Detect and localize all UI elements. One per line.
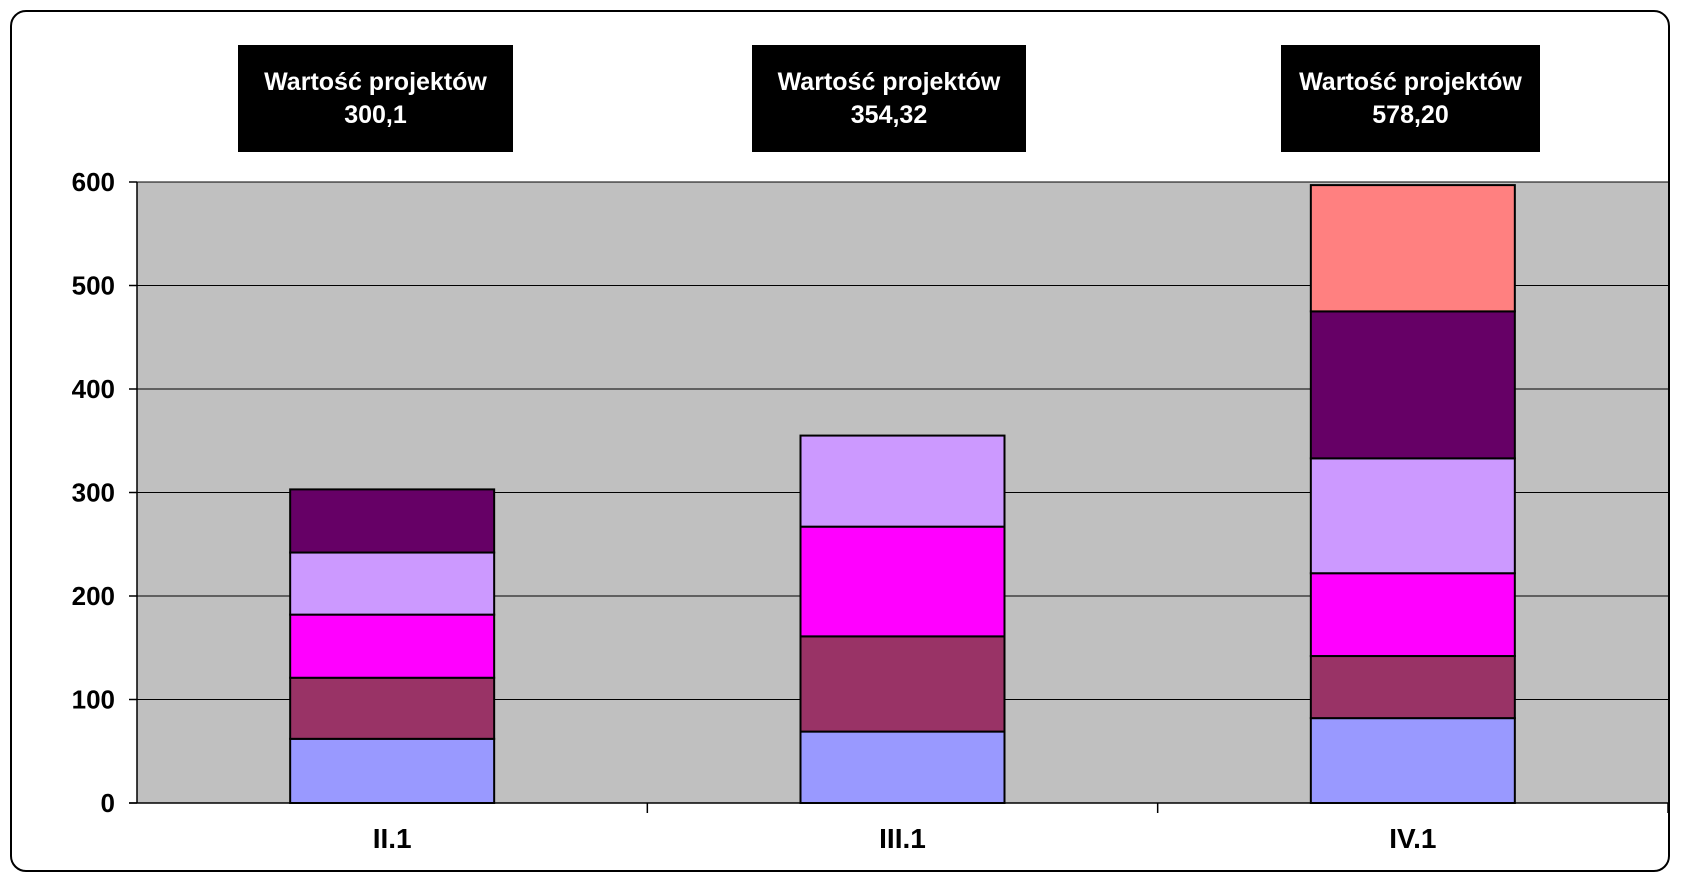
y-tick-label: 300 (72, 478, 115, 508)
bar-segment-iv-1-s3 (1309, 572, 1516, 658)
annotation-label: Wartość projektów (777, 67, 1001, 96)
bar-segment-iv-1-s1 (1309, 717, 1516, 805)
y-tick-label: 100 (72, 685, 115, 715)
annotation-value: 578,20 (1372, 100, 1449, 129)
bar-segment-iv-1-s2 (1309, 655, 1516, 720)
y-tick-label: 0 (101, 788, 115, 818)
annotation-box-iv-1: Wartość projektów 578,20 (1281, 45, 1540, 152)
bar-segment-ii-1-s5 (289, 488, 496, 554)
y-tick-label: 600 (72, 167, 115, 197)
x-category-label: III.1 (879, 823, 926, 854)
bar-segment-ii-1-s1 (289, 737, 496, 805)
annotation-box-iii-1: Wartość projektów 354,32 (752, 45, 1026, 152)
bar-segment-ii-1-s4 (289, 551, 496, 616)
y-tick-label: 400 (72, 374, 115, 404)
bar-segment-iv-1-s6 (1309, 184, 1516, 313)
y-tick-label: 500 (72, 271, 115, 301)
annotation-value: 354,32 (850, 100, 928, 129)
bar-segment-iii-1-s2 (799, 635, 1006, 733)
x-category-label: II.1 (373, 823, 412, 854)
bar-segment-iii-1-s3 (799, 525, 1006, 638)
annotation-box-ii-1: Wartość projektów 300,1 (238, 45, 513, 152)
annotation-label: Wartość projektów (264, 67, 487, 96)
x-category-label: IV.1 (1389, 823, 1436, 854)
bar-segment-iii-1-s1 (799, 730, 1006, 805)
bar-segment-ii-1-s2 (289, 676, 496, 740)
annotation-value: 300,1 (344, 100, 407, 129)
bar-segment-iii-1-s4 (799, 434, 1006, 528)
annotation-label: Wartość projektów (1299, 67, 1522, 96)
y-tick-label: 200 (72, 581, 115, 611)
bar-segment-ii-1-s3 (289, 613, 496, 679)
bar-segment-iv-1-s5 (1309, 310, 1516, 460)
bar-segment-iv-1-s4 (1309, 457, 1516, 575)
